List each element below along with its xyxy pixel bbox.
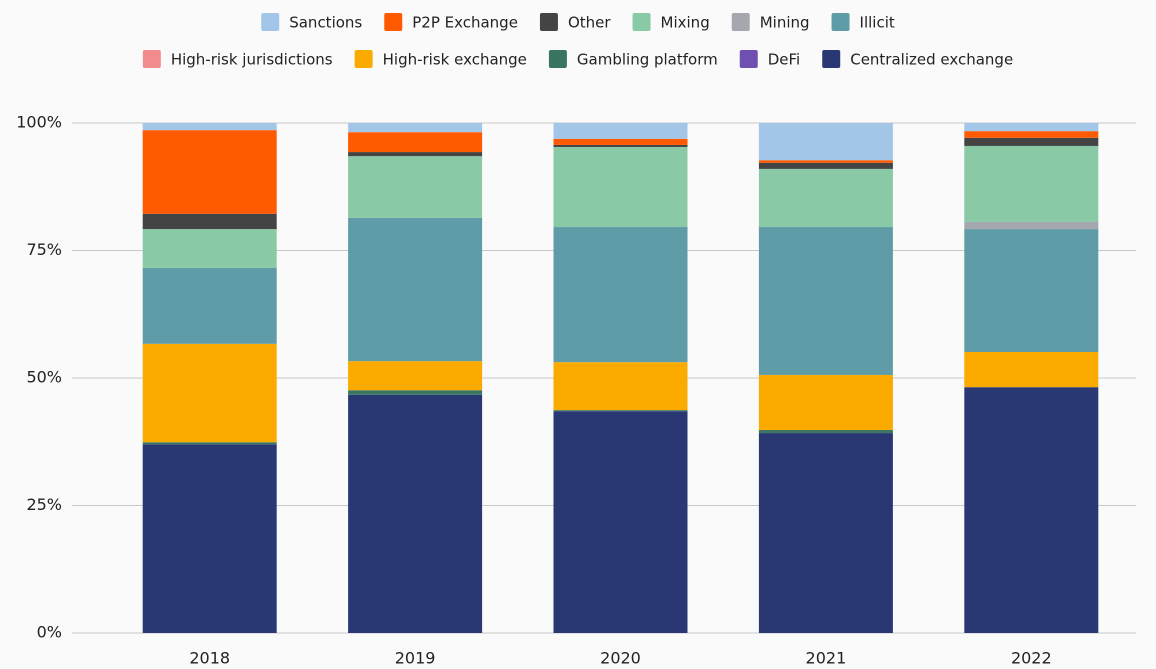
bar-segment xyxy=(964,137,1099,146)
legend-swatch xyxy=(831,13,850,31)
bar-segment xyxy=(553,362,688,411)
legend-swatch xyxy=(354,50,373,68)
bar-segment xyxy=(758,160,893,163)
bar-segment xyxy=(553,411,688,633)
legend-label: Centralized exchange xyxy=(850,51,1013,69)
legend-label: High-risk jurisdictions xyxy=(171,51,333,69)
bar-segment xyxy=(348,394,483,633)
bar-segment xyxy=(758,123,893,161)
bar-segment xyxy=(758,227,893,375)
bar-segment xyxy=(142,123,277,131)
bar-segment xyxy=(758,374,893,431)
bar-segment xyxy=(964,387,1099,633)
bar-segment xyxy=(553,144,688,147)
bar-segment xyxy=(553,410,688,412)
legend-label: P2P Exchange xyxy=(412,14,518,32)
bar-segment xyxy=(348,156,483,218)
x-tick-label: 2020 xyxy=(600,649,641,668)
y-tick-label: 100% xyxy=(16,113,62,132)
x-tick-label: 2021 xyxy=(806,649,847,668)
bar-segment xyxy=(142,442,277,445)
legend-swatch xyxy=(632,13,651,31)
bar-segment xyxy=(348,217,483,362)
bar-segment xyxy=(348,132,483,153)
bar-segment xyxy=(348,361,483,391)
legend-label: Mining xyxy=(760,14,810,32)
legend-label: High-risk exchange xyxy=(383,51,527,69)
bar-segment xyxy=(142,444,277,633)
bar-segment xyxy=(553,138,688,145)
y-tick-label: 50% xyxy=(26,368,62,387)
bar-segment xyxy=(142,343,277,443)
legend-label: Mixing xyxy=(661,14,710,32)
bar-segment xyxy=(348,152,483,157)
bar-segment xyxy=(964,351,1099,388)
bar-segment xyxy=(553,227,688,363)
bar-segment xyxy=(758,433,893,633)
x-tick-label: 2022 xyxy=(1011,649,1052,668)
bar-segment xyxy=(964,221,1099,230)
bar-segment xyxy=(142,130,277,214)
legend-swatch xyxy=(739,50,758,68)
bar-segment xyxy=(348,390,483,395)
bar-segment xyxy=(553,123,688,139)
bar-segment xyxy=(758,430,893,434)
bar-segment xyxy=(348,123,483,133)
legend-swatch xyxy=(539,13,558,31)
bar-segment xyxy=(964,229,1099,352)
x-tick-label: 2019 xyxy=(395,649,436,668)
legend-label: Sanctions xyxy=(289,14,362,32)
bar-segment xyxy=(964,123,1099,132)
bar-segment xyxy=(553,146,688,228)
bar-segment xyxy=(964,131,1099,138)
bar-segment xyxy=(758,162,893,169)
bar-segment xyxy=(758,168,893,228)
bar-segment xyxy=(142,213,277,230)
legend-swatch xyxy=(261,13,280,31)
legend-swatch xyxy=(384,13,403,31)
bar-segment xyxy=(964,145,1099,222)
legend-label: Gambling platform xyxy=(577,51,718,69)
x-tick-label: 2018 xyxy=(189,649,230,668)
bar-segment xyxy=(142,267,277,344)
y-tick-label: 25% xyxy=(26,495,62,514)
bar-segment xyxy=(142,229,277,268)
y-tick-label: 75% xyxy=(26,240,62,259)
legend-swatch xyxy=(731,13,750,31)
y-tick-label: 0% xyxy=(37,623,62,642)
legend-label: Illicit xyxy=(860,14,895,32)
legend-swatch xyxy=(548,50,567,68)
legend-label: DeFi xyxy=(768,51,800,69)
legend-swatch xyxy=(822,50,841,68)
legend-swatch xyxy=(142,50,161,68)
legend-label: Other xyxy=(568,14,611,32)
